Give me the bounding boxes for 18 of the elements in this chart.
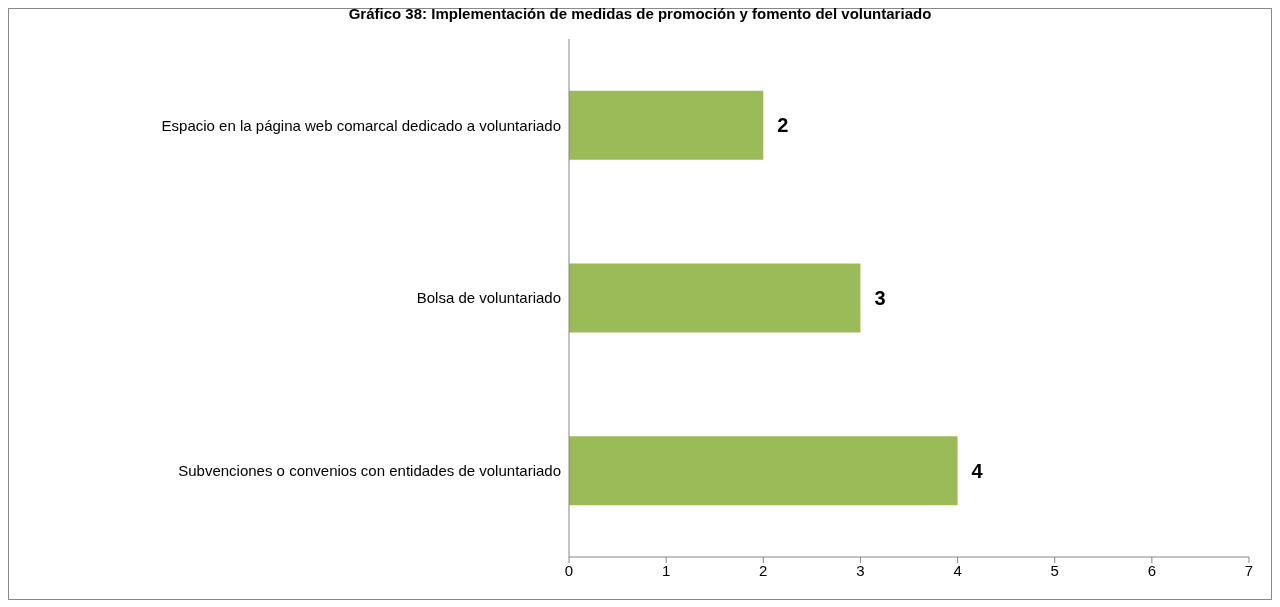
chart-title: Gráfico 38: Implementación de medidas de promoción y fomento del voluntariado (347, 5, 933, 22)
x-tick-label: 2 (759, 561, 768, 579)
x-tick-label: 0 (564, 561, 574, 579)
bar (569, 263, 861, 333)
bar (569, 90, 764, 160)
bar (569, 436, 958, 506)
y-tick-label: Subvenciones o convenios con entidades de voluntariado (178, 461, 561, 479)
x-tick-label: 1 (661, 561, 671, 579)
y-tick-label: Bolsa de voluntariado (416, 289, 561, 307)
data-label: 2 (777, 114, 789, 137)
x-tick-label: 6 (1147, 561, 1157, 579)
x-tick-label: 4 (953, 561, 962, 579)
y-tick-label: Espacio en la página web comarcal dedicado a voluntariado (161, 116, 561, 134)
x-tick-label: 5 (1050, 561, 1059, 579)
data-label: 3 (874, 287, 886, 310)
x-tick-label: 7 (1244, 561, 1254, 579)
data-label: 4 (971, 459, 984, 482)
x-tick-label: 3 (856, 561, 865, 579)
